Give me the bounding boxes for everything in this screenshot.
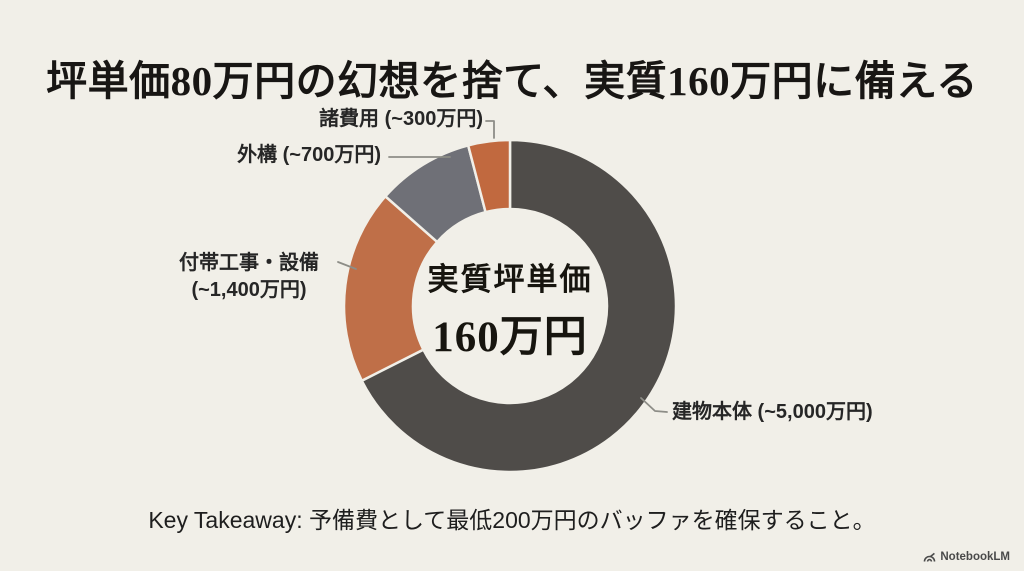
watermark-label: NotebookLM xyxy=(940,551,1010,563)
callout-futai: 付帯工事・設備 (~1,400万円) xyxy=(158,250,340,304)
center-label-value: 160万円 xyxy=(432,314,588,361)
connector-futai xyxy=(337,261,357,270)
callout-gaikou: 外構 (~700万円) xyxy=(237,144,381,166)
callout-futai-line2: (~1,400万円) xyxy=(191,279,307,301)
callout-connectors xyxy=(337,120,668,413)
donut-slice-4 xyxy=(466,138,512,214)
connector-shohiyou xyxy=(485,120,495,139)
donut-center-label: 実質坪単価 160万円 xyxy=(360,254,660,364)
donut-slices xyxy=(342,138,678,474)
watermark: NotebookLM xyxy=(923,551,1010,563)
connector-tatemono xyxy=(640,397,668,413)
slide-title: 坪単価80万円の幻想を捨て、実質160万円に備える xyxy=(46,58,978,105)
callout-futai-line1: 付帯工事・設備 xyxy=(179,252,319,274)
callout-tatemono: 建物本体 (~5,000万円) xyxy=(672,401,873,423)
key-takeaway: Key Takeaway: 予備費として最低200万円のバッファを確保すること。 xyxy=(148,507,876,533)
notebooklm-icon xyxy=(924,552,936,562)
center-label-caption: 実質坪単価 xyxy=(427,262,593,297)
callout-shohiyou: 諸費用 (~300万円) xyxy=(319,108,483,130)
donut-slice-1 xyxy=(360,138,678,474)
